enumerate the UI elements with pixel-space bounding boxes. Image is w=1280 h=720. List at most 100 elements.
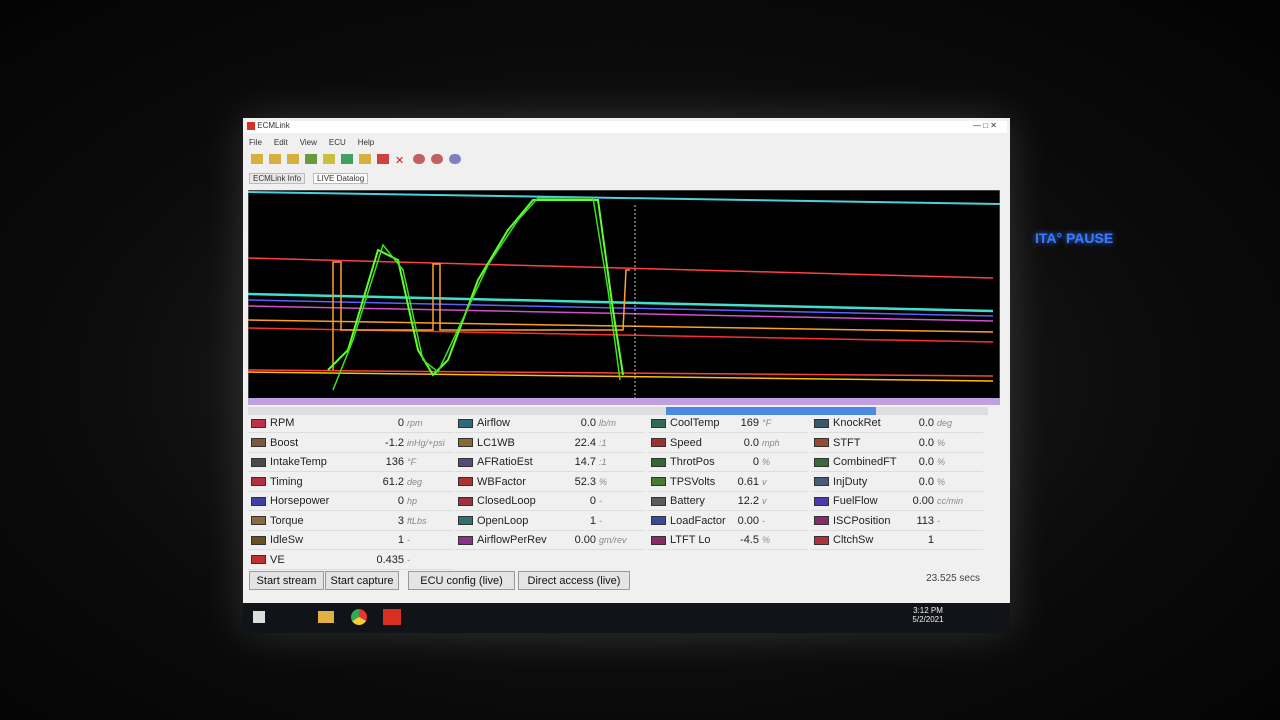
parameter-row: Airflow 0.0 lb/m — [455, 414, 645, 433]
button[interactable]: Start stream — [249, 571, 324, 590]
color-swatch — [651, 496, 666, 506]
button[interactable]: Start capture — [325, 571, 399, 590]
parameter-unit: - — [407, 535, 410, 545]
parameter-value: 1 — [927, 534, 934, 546]
color-swatch — [651, 535, 666, 545]
start-button[interactable] — [253, 611, 265, 623]
dash-display: ITA° PAUSE — [1035, 230, 1114, 246]
parameter-value: 0.0 — [743, 436, 759, 449]
parameter-unit: % — [762, 535, 771, 545]
color-swatch — [651, 516, 666, 525]
parameter-name: Boost — [270, 436, 299, 449]
color-swatch — [251, 516, 266, 525]
parameter-row: CombinedFT 0.0% — [811, 453, 983, 472]
parameter-value: 0.0 — [918, 456, 934, 468]
parameter-unit: v — [762, 476, 767, 487]
parameter-name: Horsepower — [270, 495, 330, 507]
parameter-row: STFT 0.0% — [811, 434, 983, 453]
chrome-icon[interactable] — [351, 609, 367, 625]
parameter-row: AFRatioEst 14.7:1 — [455, 453, 645, 472]
color-swatch — [458, 418, 473, 428]
button[interactable]: ECU config (live) — [408, 571, 515, 590]
parameter-unit: °F — [762, 418, 772, 428]
window-title: ECMLink — [257, 121, 290, 130]
parameter-value: 0.00 — [737, 514, 759, 527]
parameter-row: RPM 0 rpm — [248, 414, 453, 433]
parameter-row: ThrotPos 0% — [648, 453, 808, 472]
parameter-value: 136 — [385, 456, 404, 468]
parameter-value: 1 — [397, 534, 404, 546]
color-swatch — [458, 457, 473, 467]
parameter-name: VE — [270, 553, 285, 566]
parameter-name: AFRatioEst — [477, 456, 533, 468]
parameter-row: Speed 0.0 mph — [648, 434, 808, 453]
parameter-unit: lb/m — [599, 418, 617, 428]
datalog-graph — [248, 190, 1000, 405]
color-swatch — [651, 457, 666, 467]
parameter-row: LTFT Lo -4.5% — [648, 531, 808, 550]
parameter-unit: % — [937, 476, 946, 487]
parameter-row: ClosedLoop 0- — [455, 492, 645, 511]
parameter-value: 0.00 — [574, 534, 596, 546]
scrollbar[interactable] — [248, 407, 988, 415]
parameter-unit: hp — [407, 496, 418, 506]
window-controls[interactable]: — □ ✕ — [973, 121, 997, 130]
parameter-name: AirflowPerRev — [477, 534, 547, 546]
parameter-name: Timing — [270, 475, 303, 488]
color-swatch — [814, 438, 829, 447]
parameter-unit: inHg/+psi — [407, 437, 445, 448]
parameter-value: 113 — [916, 514, 934, 527]
parameter-row: InjDuty 0.0% — [811, 473, 983, 492]
parameter-unit: - — [407, 554, 410, 565]
menu-item[interactable]: ECU — [328, 138, 346, 147]
button[interactable]: Direct access (live) — [518, 571, 630, 590]
color-swatch — [251, 438, 266, 447]
color-swatch — [651, 438, 666, 447]
parameter-value: 0 — [589, 495, 596, 507]
parameter-row: WBFactor 52.3% — [455, 473, 645, 492]
menu-item[interactable]: Edit — [273, 138, 288, 147]
color-swatch — [458, 516, 473, 525]
menu-item[interactable]: Help — [357, 138, 375, 147]
parameter-name: ISCPosition — [833, 514, 891, 527]
title-bar: ECMLink — □ ✕ — [247, 121, 1007, 133]
parameter-name: CombinedFT — [833, 456, 897, 468]
color-swatch — [251, 418, 266, 428]
color-swatch — [814, 477, 829, 486]
parameter-name: IntakeTemp — [270, 456, 327, 468]
parameter-name: Battery — [670, 495, 705, 507]
parameter-unit: cc/min — [937, 496, 964, 506]
parameter-name: FuelFlow — [833, 495, 878, 507]
parameter-name: LoadFactor — [670, 514, 726, 527]
parameter-unit: °F — [407, 457, 417, 467]
parameter-name: Airflow — [477, 417, 511, 429]
parameter-row: CoolTemp 169 °F — [648, 414, 808, 433]
parameter-row: Timing 61.2 deg — [248, 473, 453, 492]
parameter-value: 0.61 — [737, 475, 759, 488]
tab[interactable]: LIVE Datalog — [313, 173, 369, 184]
parameter-unit: % — [937, 457, 946, 467]
color-swatch — [251, 535, 266, 545]
parameter-value: 0 — [397, 495, 404, 507]
explorer-icon[interactable] — [318, 611, 334, 623]
parameter-value: 14.7 — [574, 456, 596, 468]
color-swatch — [251, 496, 266, 506]
color-swatch — [814, 496, 829, 506]
elapsed-time: 23.525 secs — [926, 573, 980, 584]
color-swatch — [458, 438, 473, 447]
parameter-unit: rpm — [407, 418, 423, 428]
parameter-name: CoolTemp — [670, 417, 720, 429]
color-swatch — [651, 418, 666, 428]
parameter-unit: % — [599, 476, 608, 487]
menu-item[interactable]: File — [249, 138, 262, 147]
parameter-name: TPSVolts — [670, 475, 716, 488]
tab[interactable]: ECMLink Info — [249, 173, 306, 184]
parameter-unit: deg — [407, 476, 423, 487]
parameter-row: VE 0.435- — [248, 551, 453, 570]
color-swatch — [251, 457, 266, 467]
color-swatch — [458, 477, 473, 486]
menu-item[interactable]: View — [299, 138, 317, 147]
parameter-value: 0.0 — [918, 436, 934, 449]
parameter-name: ClosedLoop — [477, 495, 536, 507]
ecmlink-icon[interactable] — [383, 609, 401, 625]
